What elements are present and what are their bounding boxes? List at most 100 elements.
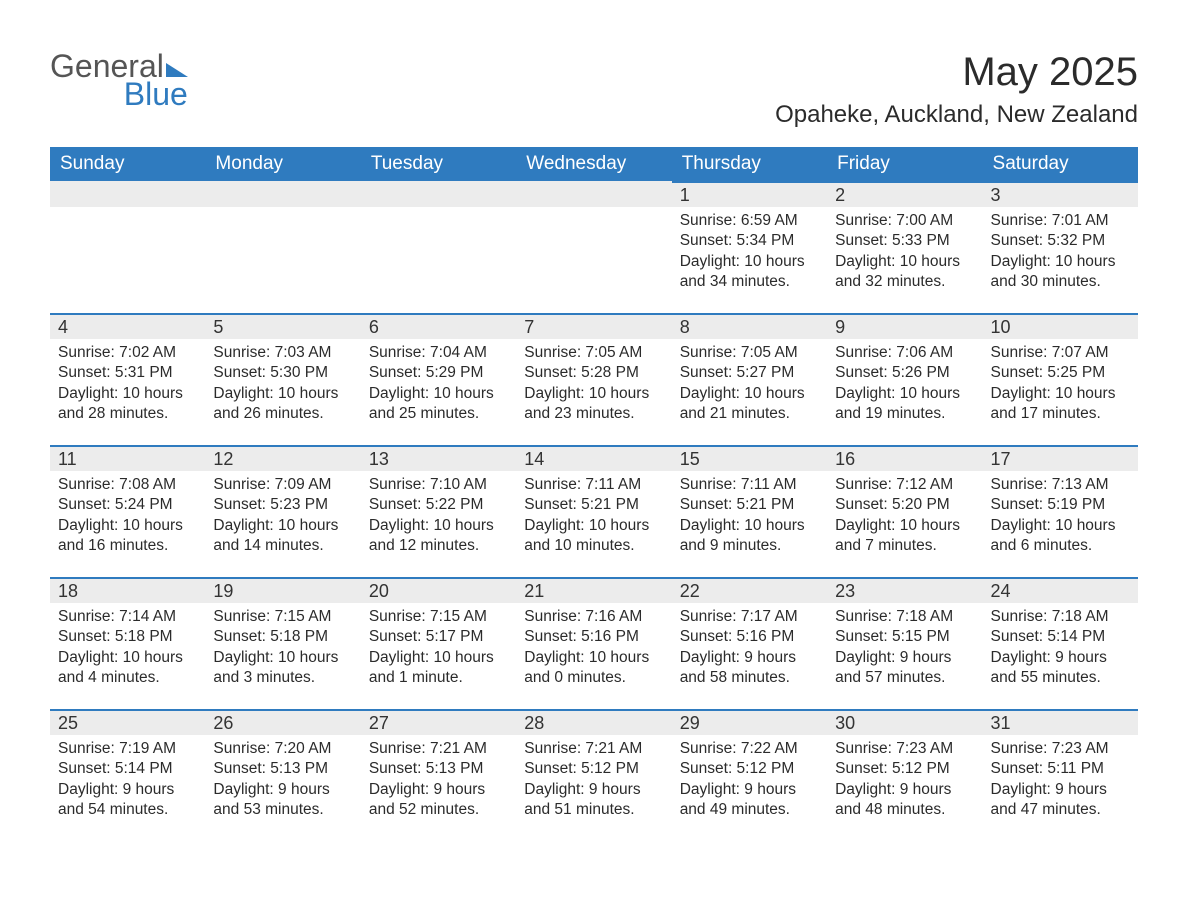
day-number-bar: 28 (516, 709, 671, 735)
sunrise-line: Sunrise: 7:16 AM (524, 607, 663, 627)
sunset-line: Sunset: 5:15 PM (835, 627, 974, 647)
calendar-cell: 9Sunrise: 7:06 AMSunset: 5:26 PMDaylight… (827, 313, 982, 445)
calendar-cell: 25Sunrise: 7:19 AMSunset: 5:14 PMDayligh… (50, 709, 205, 841)
day-number-bar: 3 (983, 181, 1138, 207)
sunrise-line: Sunrise: 7:07 AM (991, 343, 1130, 363)
sunset-line: Sunset: 5:21 PM (524, 495, 663, 515)
day-number-bar: 22 (672, 577, 827, 603)
calendar-cell: 13Sunrise: 7:10 AMSunset: 5:22 PMDayligh… (361, 445, 516, 577)
logo-triangle-icon (166, 63, 188, 77)
weekday-header: Saturday (983, 147, 1138, 181)
day-number-bar: 9 (827, 313, 982, 339)
calendar-cell: 1Sunrise: 6:59 AMSunset: 5:34 PMDaylight… (672, 181, 827, 313)
sunset-line: Sunset: 5:27 PM (680, 363, 819, 383)
sunrise-line: Sunrise: 7:12 AM (835, 475, 974, 495)
weekday-header: Sunday (50, 147, 205, 181)
sunset-line: Sunset: 5:16 PM (680, 627, 819, 647)
day-body: Sunrise: 7:22 AMSunset: 5:12 PMDaylight:… (672, 735, 827, 827)
daylight-line: Daylight: 10 hours and 1 minute. (369, 648, 508, 689)
daylight-line: Daylight: 9 hours and 57 minutes. (835, 648, 974, 689)
sunset-line: Sunset: 5:32 PM (991, 231, 1130, 251)
day-number-bar: 29 (672, 709, 827, 735)
day-body: Sunrise: 7:13 AMSunset: 5:19 PMDaylight:… (983, 471, 1138, 563)
day-number-bar: 27 (361, 709, 516, 735)
calendar-cell: 24 Sunrise: 7:18 AMSunset: 5:14 PMDayligh… (983, 577, 1138, 709)
day-body: Sunrise: 7:02 AMSunset: 5:31 PMDaylight:… (50, 339, 205, 431)
sunrise-line: Sunrise: 7:20 AM (213, 739, 352, 759)
calendar-cell: 31Sunrise: 7:23 AMSunset: 5:11 PMDayligh… (983, 709, 1138, 841)
daylight-line: Daylight: 10 hours and 21 minutes. (680, 384, 819, 425)
calendar-body: 1Sunrise: 6:59 AMSunset: 5:34 PMDaylight… (50, 181, 1138, 841)
calendar-cell: 28Sunrise: 7:21 AMSunset: 5:12 PMDayligh… (516, 709, 671, 841)
day-body: Sunrise: 7:23 AMSunset: 5:11 PMDaylight:… (983, 735, 1138, 827)
calendar-cell: 5Sunrise: 7:03 AMSunset: 5:30 PMDaylight… (205, 313, 360, 445)
day-body: Sunrise: 7:03 AMSunset: 5:30 PMDaylight:… (205, 339, 360, 431)
day-number-bar: 18 (50, 577, 205, 603)
day-body: Sunrise: 7:09 AMSunset: 5:23 PMDaylight:… (205, 471, 360, 563)
day-body: Sunrise: 7:01 AMSunset: 5:32 PMDaylight:… (983, 207, 1138, 299)
page-header: General Blue May 2025 Opaheke, Auckland,… (50, 50, 1138, 129)
sunrise-line: Sunrise: 7:05 AM (524, 343, 663, 363)
daylight-line: Daylight: 9 hours and 47 minutes. (991, 780, 1130, 821)
calendar-cell (361, 181, 516, 313)
day-body: Sunrise: 7:12 AMSunset: 5:20 PMDaylight:… (827, 471, 982, 563)
sunrise-line: Sunrise: 7:21 AM (369, 739, 508, 759)
daylight-line: Daylight: 10 hours and 4 minutes. (58, 648, 197, 689)
sunset-line: Sunset: 5:13 PM (213, 759, 352, 779)
daylight-line: Daylight: 10 hours and 17 minutes. (991, 384, 1130, 425)
day-number-bar: 6 (361, 313, 516, 339)
daylight-line: Daylight: 10 hours and 25 minutes. (369, 384, 508, 425)
day-body: Sunrise: 7:23 AMSunset: 5:12 PMDaylight:… (827, 735, 982, 827)
day-body: Sunrise: 7:08 AMSunset: 5:24 PMDaylight:… (50, 471, 205, 563)
sunrise-line: Sunrise: 7:10 AM (369, 475, 508, 495)
sunset-line: Sunset: 5:18 PM (213, 627, 352, 647)
calendar-cell: 29Sunrise: 7:22 AMSunset: 5:12 PMDayligh… (672, 709, 827, 841)
daylight-line: Daylight: 10 hours and 14 minutes. (213, 516, 352, 557)
sunrise-line: Sunrise: 7:15 AM (369, 607, 508, 627)
weekday-header: Monday (205, 147, 360, 181)
daylight-line: Daylight: 10 hours and 16 minutes. (58, 516, 197, 557)
calendar-cell: 26Sunrise: 7:20 AMSunset: 5:13 PMDayligh… (205, 709, 360, 841)
sunrise-line: Sunrise: 7:18 AM (991, 607, 1130, 627)
sunset-line: Sunset: 5:17 PM (369, 627, 508, 647)
day-number-bar: 30 (827, 709, 982, 735)
day-body: Sunrise: 7:11 AMSunset: 5:21 PMDaylight:… (672, 471, 827, 563)
calendar-cell: 10Sunrise: 7:07 AMSunset: 5:25 PMDayligh… (983, 313, 1138, 445)
logo: General Blue (50, 50, 188, 110)
sunset-line: Sunset: 5:14 PM (58, 759, 197, 779)
day-body: Sunrise: 7:00 AMSunset: 5:33 PMDaylight:… (827, 207, 982, 299)
sunrise-line: Sunrise: 7:23 AM (991, 739, 1130, 759)
day-body: Sunrise: 7:05 AMSunset: 5:27 PMDaylight:… (672, 339, 827, 431)
day-number-bar: 24 (983, 577, 1138, 603)
calendar-cell: 8Sunrise: 7:05 AMSunset: 5:27 PMDaylight… (672, 313, 827, 445)
day-number-bar: 14 (516, 445, 671, 471)
daylight-line: Daylight: 9 hours and 55 minutes. (991, 648, 1130, 689)
month-title: May 2025 (775, 50, 1138, 95)
title-block: May 2025 Opaheke, Auckland, New Zealand (775, 50, 1138, 129)
day-body: Sunrise: 6:59 AMSunset: 5:34 PMDaylight:… (672, 207, 827, 299)
daylight-line: Daylight: 10 hours and 23 minutes. (524, 384, 663, 425)
sunset-line: Sunset: 5:11 PM (991, 759, 1130, 779)
day-number-bar: 5 (205, 313, 360, 339)
daylight-line: Daylight: 10 hours and 3 minutes. (213, 648, 352, 689)
sunrise-line: Sunrise: 7:05 AM (680, 343, 819, 363)
calendar-cell: 17Sunrise: 7:13 AMSunset: 5:19 PMDayligh… (983, 445, 1138, 577)
daylight-line: Daylight: 10 hours and 12 minutes. (369, 516, 508, 557)
sunset-line: Sunset: 5:26 PM (835, 363, 974, 383)
blank-day-bar (50, 181, 205, 207)
day-body: Sunrise: 7:11 AMSunset: 5:21 PMDaylight:… (516, 471, 671, 563)
calendar-cell: 11Sunrise: 7:08 AMSunset: 5:24 PMDayligh… (50, 445, 205, 577)
day-number-bar: 2 (827, 181, 982, 207)
day-body: Sunrise: 7:19 AMSunset: 5:14 PMDaylight:… (50, 735, 205, 827)
sunrise-line: Sunrise: 7:18 AM (835, 607, 974, 627)
sunset-line: Sunset: 5:19 PM (991, 495, 1130, 515)
sunrise-line: Sunrise: 7:00 AM (835, 211, 974, 231)
day-body: Sunrise: 7:17 AMSunset: 5:16 PMDaylight:… (672, 603, 827, 695)
daylight-line: Daylight: 9 hours and 53 minutes. (213, 780, 352, 821)
blank-day-bar (205, 181, 360, 207)
calendar-cell: 12Sunrise: 7:09 AMSunset: 5:23 PMDayligh… (205, 445, 360, 577)
day-number-bar: 21 (516, 577, 671, 603)
day-number-bar: 8 (672, 313, 827, 339)
sunset-line: Sunset: 5:14 PM (991, 627, 1130, 647)
sunset-line: Sunset: 5:30 PM (213, 363, 352, 383)
